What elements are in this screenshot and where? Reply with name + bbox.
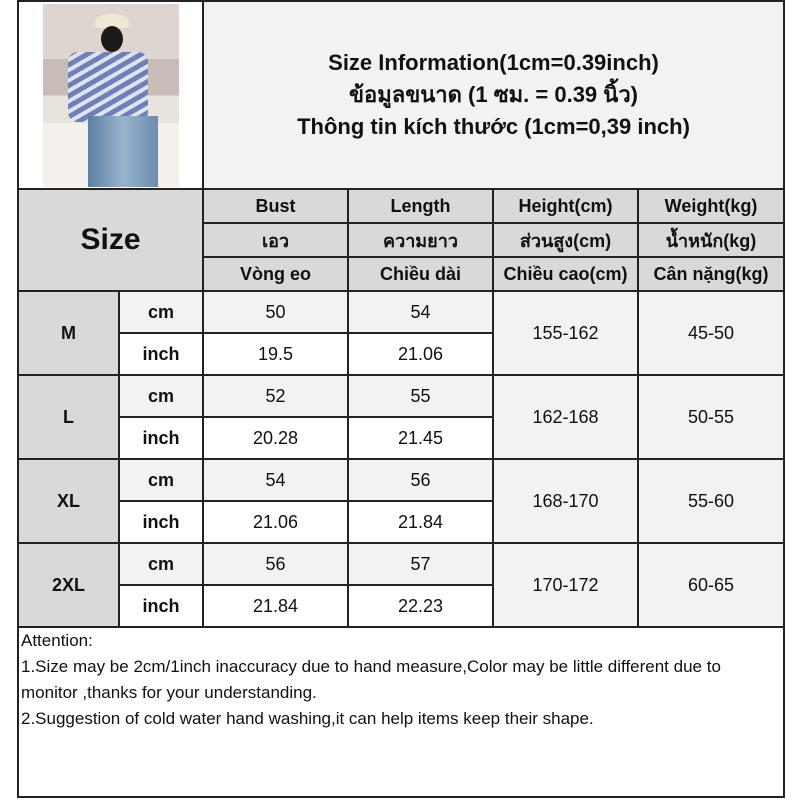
title-english: Size Information(1cm=0.39inch) [328, 50, 659, 75]
length-inch: 21.06 [347, 332, 494, 376]
table-row: inch 20.28 21.45 [18, 416, 784, 460]
unit-inch: inch [118, 500, 204, 544]
height-range: 155-162 [492, 290, 639, 376]
attention-note-1: 1.Size may be 2cm/1inch inaccuracy due t… [21, 657, 721, 702]
size-label: M [17, 290, 120, 376]
table-row: L cm 52 55 162-168 50-55 [17, 374, 785, 460]
col-header-height-th: ส่วนสูง(cm) [492, 222, 639, 258]
col-header-bust: Bust [202, 188, 349, 224]
table-row: 2XL cm 56 57 170-172 60-65 [17, 542, 785, 628]
table-row: inch 21.06 21.84 [18, 500, 784, 544]
col-header-length-vi: Chiều dài [347, 256, 494, 292]
size-info-title: Size Information(1cm=0.39inch) ข้อมูลขนา… [202, 0, 785, 190]
length-inch: 22.23 [347, 584, 494, 628]
size-chart-table: Size Information(1cm=0.39inch) ข้อมูลขนา… [17, 0, 785, 798]
bust-cm: 56 [202, 542, 349, 586]
unit-cm: cm [118, 458, 204, 502]
height-range: 168-170 [492, 458, 639, 544]
length-cm: 56 [347, 458, 494, 502]
table-row: XL cm 54 56 168-170 55-60 [17, 458, 785, 544]
bust-cm: 54 [202, 458, 349, 502]
col-header-height-vi: Chiều cao(cm) [492, 256, 639, 292]
col-header-bust-th: เอว [202, 222, 349, 258]
col-header-bust-vi: Vòng eo [202, 256, 349, 292]
unit-inch: inch [118, 332, 204, 376]
product-photo-cell [17, 0, 204, 190]
length-inch: 21.45 [347, 416, 494, 460]
weight-range: 50-55 [637, 374, 785, 460]
attention-heading: Attention: [21, 631, 93, 650]
height-range: 170-172 [492, 542, 639, 628]
attention-note-2: 2.Suggestion of cold water hand washing,… [21, 709, 594, 728]
unit-cm: cm [118, 542, 204, 586]
size-header: Size [17, 188, 204, 292]
col-header-weight-vi: Cân nặng(kg) [637, 256, 785, 292]
col-header-weight-th: น้ำหนัก(kg) [637, 222, 785, 258]
length-cm: 54 [347, 290, 494, 334]
size-label: L [17, 374, 120, 460]
weight-range: 60-65 [637, 542, 785, 628]
bust-cm: 52 [202, 374, 349, 418]
height-range: 162-168 [492, 374, 639, 460]
size-label: 2XL [17, 542, 120, 628]
title-vietnamese: Thông tin kích thước (1cm=0,39 inch) [297, 114, 690, 139]
unit-inch: inch [118, 584, 204, 628]
table-row: inch 21.84 22.23 [18, 584, 784, 628]
col-header-length-th: ความยาว [347, 222, 494, 258]
length-cm: 57 [347, 542, 494, 586]
length-cm: 55 [347, 374, 494, 418]
size-label: XL [17, 458, 120, 544]
bust-inch: 21.84 [202, 584, 349, 628]
product-photo [42, 3, 179, 187]
unit-cm: cm [118, 290, 204, 334]
weight-range: 45-50 [637, 290, 785, 376]
attention-notes: Attention: 1.Size may be 2cm/1inch inacc… [17, 626, 785, 798]
col-header-length: Length [347, 188, 494, 224]
length-inch: 21.84 [347, 500, 494, 544]
bust-inch: 21.06 [202, 500, 349, 544]
title-thai: ข้อมูลขนาด (1 ซม. = 0.39 นิ้ว) [348, 82, 638, 107]
unit-cm: cm [118, 374, 204, 418]
bust-cm: 50 [202, 290, 349, 334]
weight-range: 55-60 [637, 458, 785, 544]
bust-inch: 19.5 [202, 332, 349, 376]
col-header-height: Height(cm) [492, 188, 639, 224]
table-row: inch 19.5 21.06 [18, 332, 784, 376]
table-row: M cm 50 54 155-162 45-50 [17, 290, 785, 376]
bust-inch: 20.28 [202, 416, 349, 460]
col-header-weight: Weight(kg) [637, 188, 785, 224]
unit-inch: inch [118, 416, 204, 460]
